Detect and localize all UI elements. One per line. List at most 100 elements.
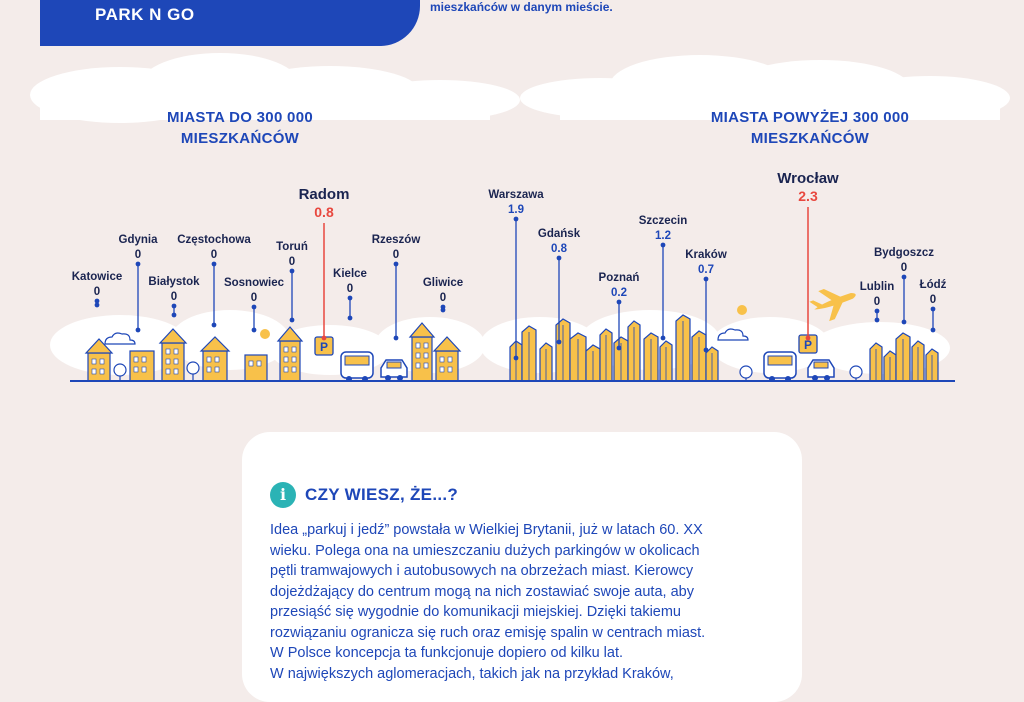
top-note: mieszkańców w danym mieście. [430, 0, 613, 14]
pin-dot [289, 317, 295, 323]
skyscraper [911, 340, 925, 382]
info-text: Idea „parkuj i jedź” powstała w Wielkiej… [270, 520, 790, 684]
city-value: 1.9 [508, 204, 524, 216]
city-pin-7: Bydgoszcz 0 [874, 247, 934, 325]
pin-dot [874, 308, 880, 314]
city-value: 0 [251, 292, 257, 304]
skyscraper [599, 328, 613, 382]
pin-dot [874, 317, 880, 323]
airplane-icon [809, 289, 856, 322]
city-pins: Katowice0Gdynia0Białystok0Częstochowa0So… [72, 170, 947, 361]
city-value: 0 [94, 286, 100, 298]
city-name: Gdańsk [538, 228, 581, 240]
pin-dot [289, 268, 295, 274]
pin-dot [660, 242, 666, 248]
house [408, 322, 436, 382]
pin-dot [171, 303, 177, 309]
city-name: Lublin [860, 281, 895, 293]
city-value: 0.8 [314, 204, 334, 220]
city-pin-9: Gliwice 0 [423, 277, 463, 313]
sun-icon [260, 329, 270, 339]
city-value: 0.2 [611, 287, 627, 299]
pin-dot [901, 274, 907, 280]
city-pin-2: Białystok 0 [148, 276, 200, 318]
info-line: dojeżdżający do centrum mogą na nich zos… [270, 583, 694, 600]
pin-dot [94, 298, 100, 304]
city-name: Warszawa [488, 189, 544, 201]
skyscraper [691, 330, 707, 382]
pin-dot [94, 302, 100, 308]
tree-icon [849, 365, 863, 381]
city-pin-4: Sosnowiec 0 [224, 277, 285, 333]
city-value: 0 [171, 291, 177, 303]
house [129, 350, 155, 382]
pin-dot [347, 315, 353, 321]
skyscraper [585, 344, 601, 382]
tree-icon [186, 361, 200, 381]
pin-dot [703, 347, 709, 353]
info-line: W największych aglomeracjach, takich jak… [270, 665, 674, 682]
city-pin-4: Kraków 0.7 [685, 249, 727, 353]
city-name: Rzeszów [372, 234, 421, 246]
pin-dot [556, 255, 562, 261]
pin-dot [901, 319, 907, 325]
info-line: wieku. Polega ona na umieszczaniu dużych… [270, 542, 700, 559]
sun-icon [737, 305, 747, 315]
pin-dot [930, 306, 936, 312]
city-value: 0 [901, 262, 907, 274]
info-panel [242, 432, 802, 702]
city-pin-5: Toruń 0 [276, 241, 308, 323]
house [84, 338, 114, 382]
svg-text:P: P [320, 340, 328, 354]
svg-text:P: P [804, 338, 812, 352]
info-line: Idea „parkuj i jedź” powstała w Wielkiej… [270, 522, 703, 538]
banner-title: PARK N GO [95, 5, 195, 24]
header-banner [40, 0, 420, 46]
house [199, 336, 231, 382]
city-name: Kielce [333, 268, 367, 280]
pin-dot [251, 304, 257, 310]
city-value: 0.8 [551, 243, 568, 255]
house [244, 354, 268, 382]
city-name: Radom [299, 186, 350, 203]
city-value: 0 [440, 292, 446, 304]
skyscraper [627, 320, 641, 382]
city-name: Kraków [685, 249, 727, 261]
skyscraper [643, 332, 659, 382]
city-name: Sosnowiec [224, 277, 285, 289]
city-value: 2.3 [798, 188, 818, 204]
city-name: Toruń [276, 241, 308, 253]
pin-dot [440, 307, 446, 313]
tree-icon [739, 365, 753, 381]
city-pin-1: Gdynia 0 [119, 234, 159, 333]
city-pin-1: Gdańsk 0.8 [538, 228, 581, 345]
pin-dot [805, 335, 811, 341]
city-name: Białystok [148, 276, 200, 288]
city-name: Gliwice [423, 277, 463, 289]
city-pin-8: Łódź 0 [920, 279, 947, 333]
house [276, 326, 304, 382]
city-name: Poznań [599, 272, 640, 284]
pin-dot [347, 295, 353, 301]
city-pin-2: Poznań 0.2 [599, 272, 640, 351]
cloud-icon [717, 328, 749, 341]
pin-dot [513, 216, 519, 222]
pin-dot [616, 299, 622, 305]
skyscraper [883, 350, 897, 382]
info-line: W Polsce koncepcja ta funkcjonuje dopier… [270, 645, 624, 661]
info-line: rozwiązaniu ogranicza się ruch oraz emis… [270, 624, 706, 641]
city-value: 0 [135, 249, 141, 261]
pin-dot [660, 335, 666, 341]
pin-dot [171, 312, 177, 318]
house [432, 336, 462, 382]
city-value: 0 [289, 256, 295, 268]
pin-dot [616, 345, 622, 351]
skyscraper [675, 314, 691, 382]
city-value: 0 [211, 249, 217, 261]
pin-dot [703, 276, 709, 282]
city-name: Bydgoszcz [874, 247, 934, 259]
skyscraper [705, 346, 719, 382]
city-name: Gdynia [119, 234, 159, 246]
